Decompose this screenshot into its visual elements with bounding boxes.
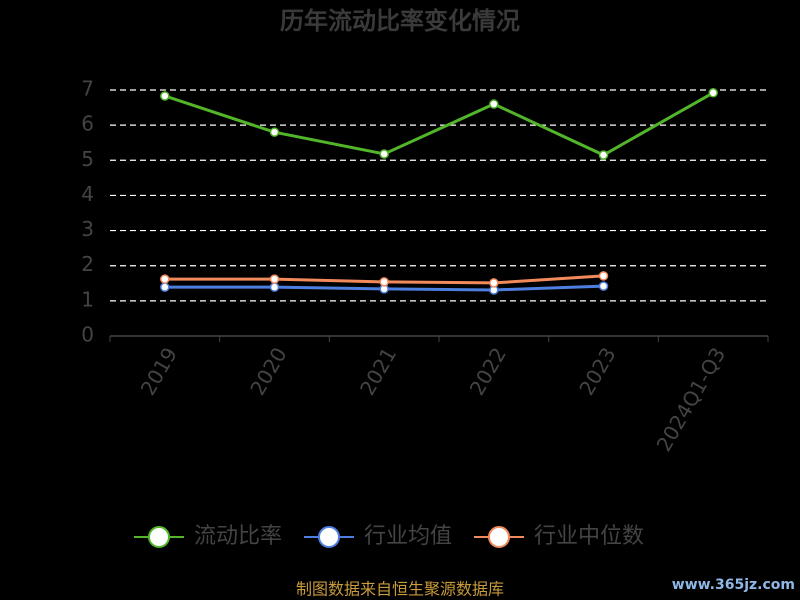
point: [598, 271, 609, 281]
point: [489, 99, 499, 109]
point: [160, 274, 170, 284]
y-tick-label: 0: [81, 323, 94, 347]
point: [379, 149, 389, 159]
y-tick-label: 3: [81, 217, 94, 241]
legend-label: 行业中位数: [534, 524, 644, 549]
point: [598, 281, 609, 291]
point: [269, 282, 280, 292]
y-tick-label: 6: [81, 112, 94, 136]
source-note: 制图数据来自恒生聚源数据库: [296, 580, 504, 599]
point: [598, 150, 609, 160]
y-tick-label: 5: [81, 147, 94, 171]
legend-marker: [318, 526, 340, 548]
legend-label: 行业均值: [364, 524, 452, 549]
point: [160, 282, 170, 292]
legend-marker: [148, 526, 170, 548]
series-line: [164, 91, 714, 157]
point: [160, 91, 170, 101]
point: [269, 274, 280, 284]
watermark: www.365jz.com: [672, 577, 795, 593]
y-tick-label: 7: [81, 77, 94, 101]
y-tick-label: 1: [81, 287, 94, 311]
legend-marker: [488, 526, 510, 548]
y-tick-label: 2: [81, 252, 94, 276]
point: [379, 277, 389, 287]
legend-label: 流动比率: [194, 524, 282, 549]
point: [269, 127, 280, 137]
chart-title: 历年流动比率变化情况: [280, 7, 520, 35]
point: [708, 88, 718, 98]
point: [489, 278, 499, 288]
y-tick-label: 4: [81, 182, 94, 206]
